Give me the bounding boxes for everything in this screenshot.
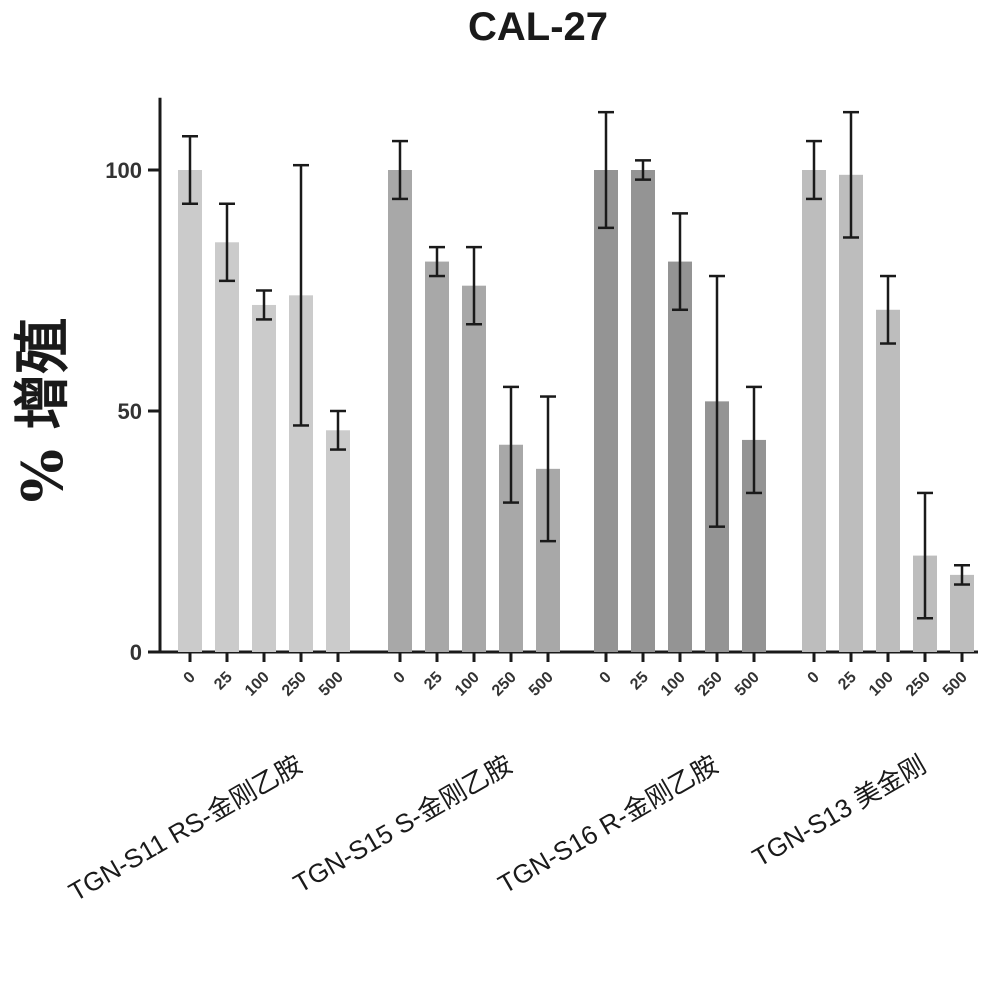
bar — [462, 286, 486, 652]
x-tick-label: 250 — [489, 669, 520, 700]
x-tick-label: 25 — [627, 669, 652, 694]
bar — [594, 170, 618, 652]
y-axis: 0 50 100 — [105, 98, 160, 665]
group-label: TGN-S11 RS-金刚乙胺 — [63, 749, 307, 907]
x-tick-label: 100 — [452, 669, 483, 700]
bar — [326, 430, 350, 652]
x-tick-label: 25 — [211, 669, 236, 694]
bar — [631, 170, 655, 652]
bar — [802, 170, 826, 652]
chart-title: CAL-27 — [468, 5, 608, 49]
x-tick-label: 25 — [421, 669, 446, 694]
x-tick-label: 250 — [903, 669, 934, 700]
x-tick-label: 25 — [835, 669, 860, 694]
x-tick-label: 100 — [242, 669, 273, 700]
bar — [215, 242, 239, 652]
x-tick-label: 0 — [597, 669, 615, 687]
x-tick-label: 0 — [391, 669, 409, 687]
group-label: TGN-S16 R-金刚乙胺 — [493, 749, 723, 899]
x-tick-label: 500 — [316, 669, 347, 700]
x-tick-label: 500 — [526, 669, 557, 700]
x-tick-label: 0 — [181, 669, 199, 687]
y-tick-label: 0 — [130, 640, 142, 665]
x-tick-label: 500 — [940, 669, 971, 700]
x-tick-label: 500 — [732, 669, 763, 700]
group-label: TGN-S15 S-金刚乙胺 — [288, 749, 517, 898]
bar — [668, 262, 692, 652]
x-tick-label: 0 — [805, 669, 823, 687]
bar — [425, 262, 449, 652]
plot-area — [178, 112, 974, 652]
y-tick-label: 50 — [118, 399, 142, 424]
bar — [178, 170, 202, 652]
x-tick-label: 250 — [695, 669, 726, 700]
bar — [839, 175, 863, 652]
bar — [876, 310, 900, 652]
x-tick-label: 100 — [658, 669, 689, 700]
bar — [388, 170, 412, 652]
x-tick-label: 250 — [279, 669, 310, 700]
bar — [252, 305, 276, 652]
y-tick-label: 100 — [105, 158, 142, 183]
x-axis — [160, 652, 978, 662]
y-axis-label: % 增殖 — [10, 318, 76, 503]
group-labels: TGN-S11 RS-金刚乙胺TGN-S15 S-金刚乙胺TGN-S16 R-金… — [63, 749, 931, 907]
x-tick-labels: 0251002505000251002505000251002505000251… — [181, 669, 971, 700]
x-tick-label: 100 — [866, 669, 897, 700]
group-label: TGN-S13 美金刚 — [747, 749, 931, 872]
bar — [950, 575, 974, 652]
